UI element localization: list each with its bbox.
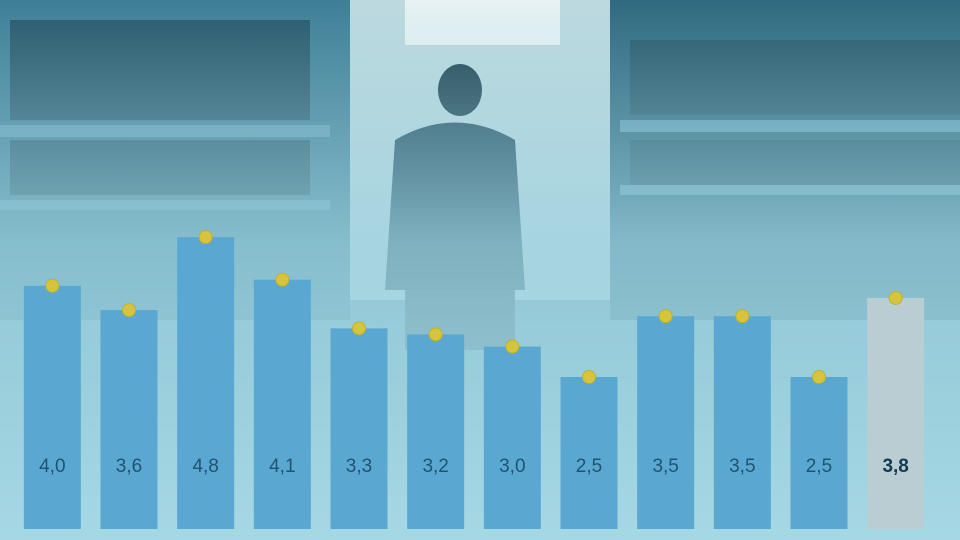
bar (867, 297, 925, 529)
bar-marker (735, 309, 750, 324)
bar (330, 328, 388, 529)
value-label: 3,5 (652, 456, 678, 477)
bar (100, 310, 158, 529)
value-label: 3,6 (116, 456, 142, 477)
bar (253, 279, 311, 529)
bar-marker (275, 272, 290, 287)
bar-marker (888, 290, 903, 305)
bar-marker (122, 303, 136, 318)
value-label: 3,8 (882, 456, 908, 477)
bar (483, 346, 541, 529)
bar-marker (45, 278, 60, 293)
value-label: 4,0 (39, 456, 65, 477)
bar-marker (505, 339, 520, 354)
bar (790, 376, 848, 529)
value-label: 4,8 (192, 456, 218, 477)
value-label: 3,3 (346, 456, 372, 477)
value-label: 4,1 (269, 456, 295, 477)
bar-marker (428, 327, 443, 342)
bar (177, 237, 235, 529)
bar-marker (582, 369, 596, 384)
bar (23, 285, 81, 529)
value-label: 2,5 (806, 456, 832, 477)
value-label: 3,0 (499, 456, 525, 477)
bar (560, 376, 618, 529)
bar (713, 316, 771, 529)
bar-marker (658, 309, 673, 324)
value-label: 2,5 (576, 456, 602, 477)
value-label: 3,5 (729, 456, 755, 477)
bar-marker (352, 321, 366, 336)
bar-marker (198, 230, 213, 245)
bar (407, 334, 465, 529)
bar-marker (812, 369, 826, 384)
value-label: 3,2 (422, 456, 448, 477)
bar (637, 316, 695, 529)
